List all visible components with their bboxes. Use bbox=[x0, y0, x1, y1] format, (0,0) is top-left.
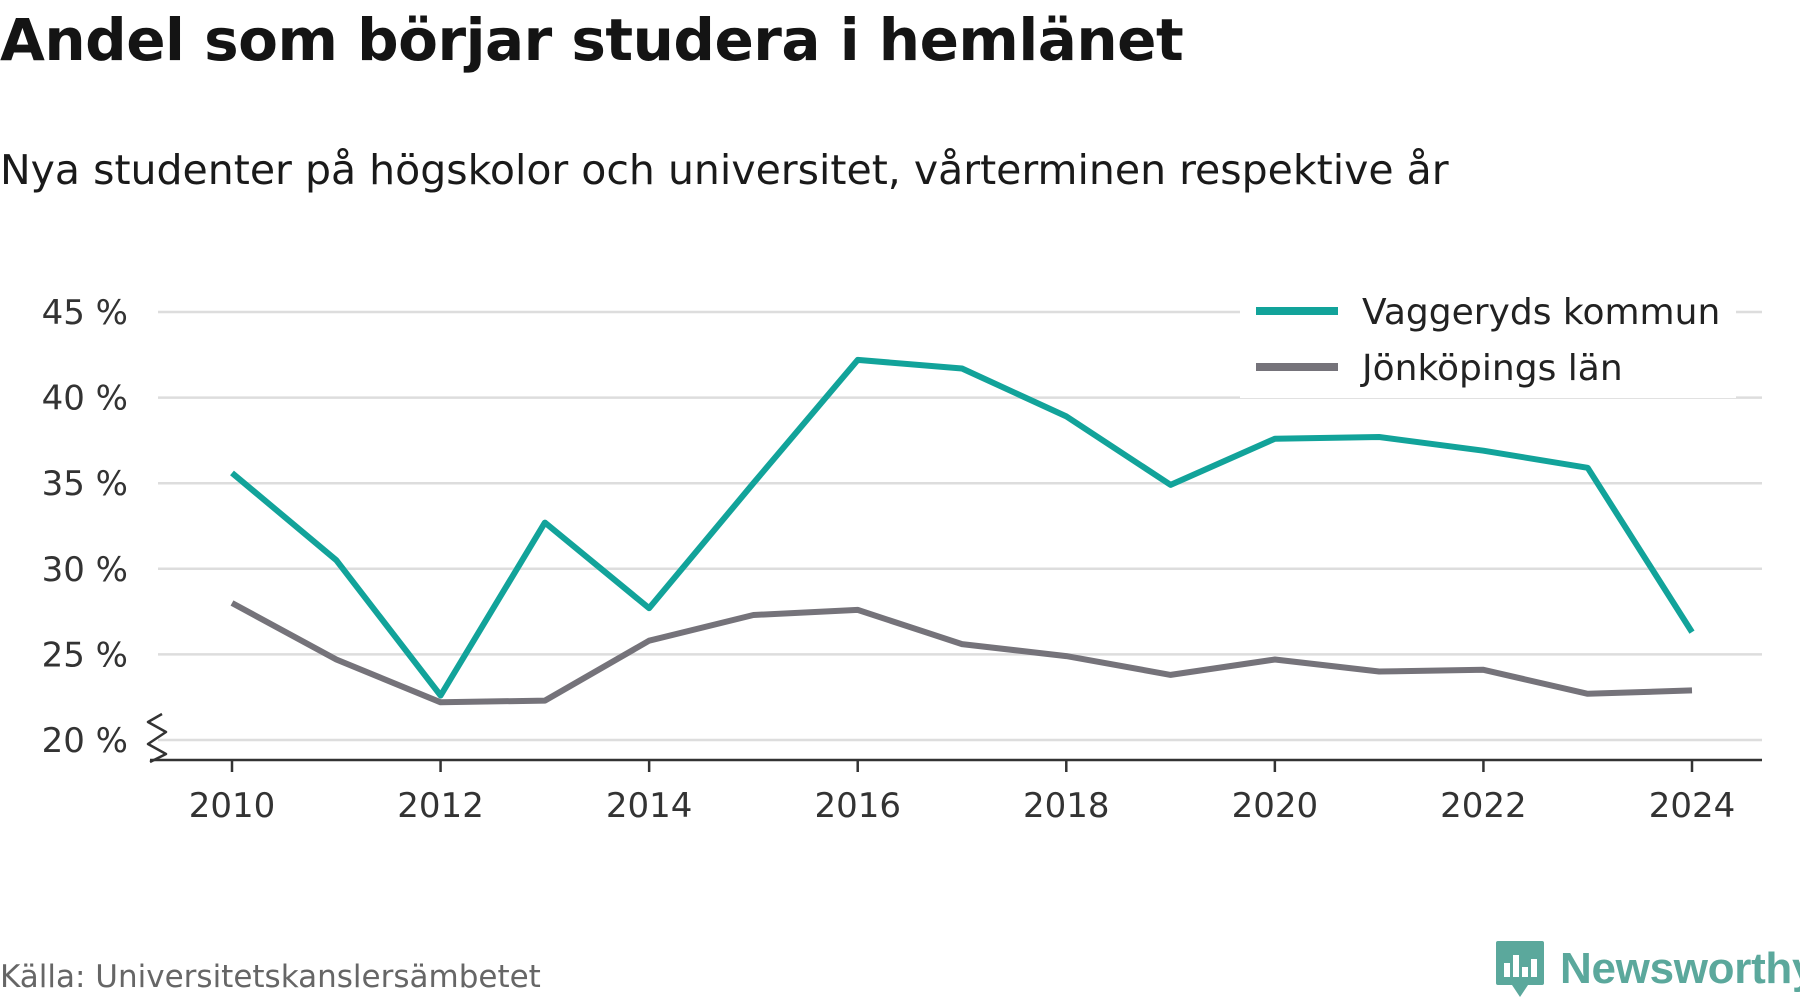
x-tick-label: 2016 bbox=[814, 786, 901, 826]
brand-name: Newsworthy bbox=[1560, 944, 1800, 993]
y-tick-label: 40 % bbox=[42, 379, 128, 419]
brand-logo: Newsworthy bbox=[1494, 934, 1800, 1004]
source-note: Källa: Universitetskanslersämbetet bbox=[0, 959, 541, 995]
series-line-vaggeryd bbox=[230, 356, 1695, 699]
legend: Vaggeryds kommun Jönköpings län bbox=[1240, 282, 1736, 398]
y-tick-label: 45 % bbox=[42, 293, 128, 333]
axis-break-icon bbox=[146, 712, 168, 764]
x-tick-label: 2012 bbox=[397, 786, 484, 826]
x-tick-label: 2014 bbox=[606, 786, 693, 826]
series-line-jonkoping bbox=[230, 600, 1693, 706]
x-tick-label: 2022 bbox=[1440, 786, 1527, 826]
x-tick-label: 2010 bbox=[189, 786, 276, 826]
legend-label: Vaggeryds kommun bbox=[1362, 292, 1720, 333]
y-tick-label: 20 % bbox=[42, 721, 128, 761]
y-tick-label: 35 % bbox=[42, 464, 128, 504]
legend-background bbox=[1240, 282, 1736, 398]
x-tick-label: 2018 bbox=[1023, 786, 1110, 826]
y-tick-label: 30 % bbox=[42, 550, 128, 590]
axes: 20 % 25 % 30 % 35 % 40 % 45 % 2010 2012 2014 2016… bbox=[42, 293, 1762, 826]
y-tick-label: 25 % bbox=[42, 635, 128, 675]
legend-label: Jönköpings län bbox=[1360, 348, 1623, 389]
x-tick-label: 2020 bbox=[1232, 786, 1319, 826]
chart-title: Andel som börjar studera i hemlänet bbox=[0, 6, 1184, 74]
x-tick-label: 2024 bbox=[1649, 786, 1736, 826]
series-lines bbox=[230, 356, 1695, 706]
bar-chart-pin-icon bbox=[1496, 941, 1544, 997]
chart-subtitle: Nya studenter på högskolor och universit… bbox=[0, 146, 1449, 194]
